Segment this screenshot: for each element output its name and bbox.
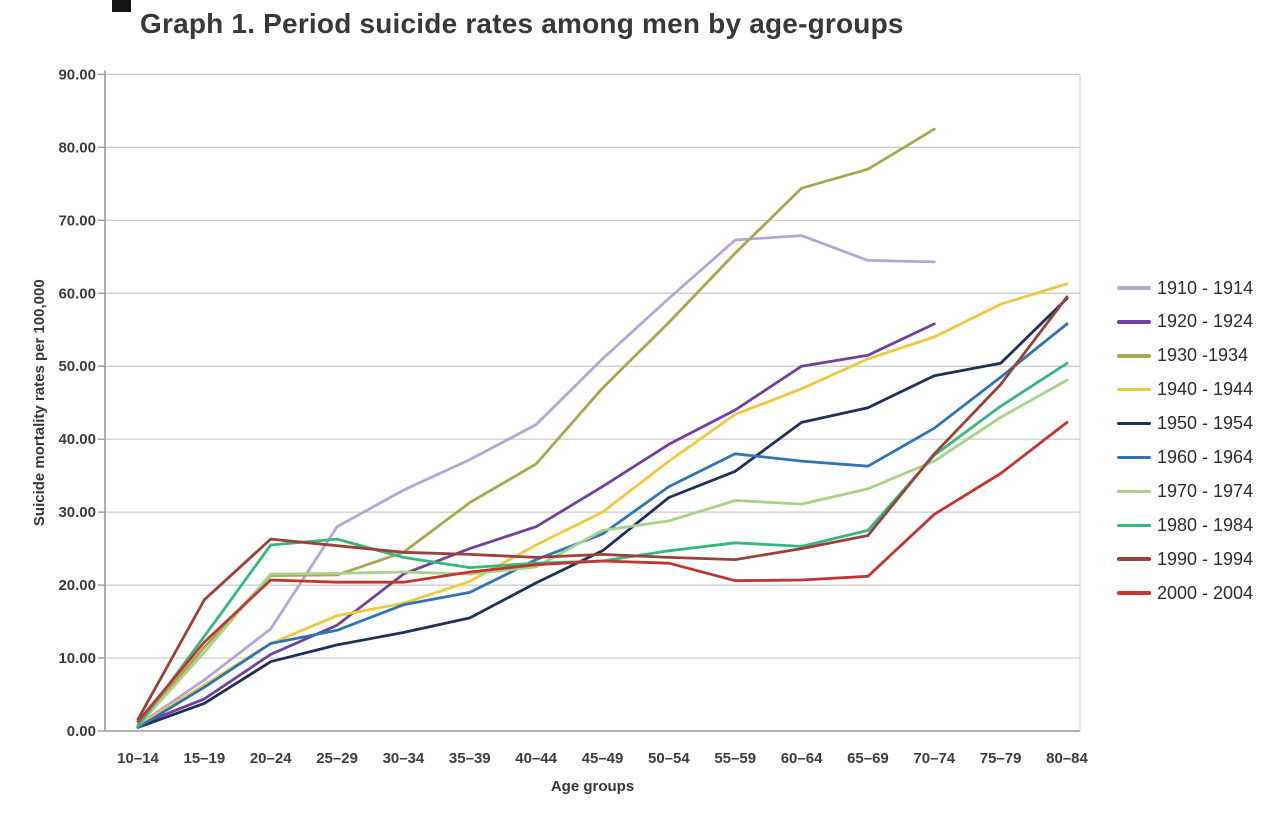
legend-item: 1930 -1934 xyxy=(1117,345,1248,367)
series-line-1960-1964 xyxy=(136,322,1069,729)
x-tick-label: 35–39 xyxy=(449,750,491,767)
title-marker xyxy=(112,0,131,12)
legend-label: 1940 - 1944 xyxy=(1157,379,1254,400)
x-tick-label: 75–79 xyxy=(980,750,1022,767)
legend-item: 1940 - 1944 xyxy=(1117,379,1253,401)
x-tick-label: 45–49 xyxy=(582,750,624,767)
legend-swatch xyxy=(1117,421,1151,426)
legend-label: 2000 - 2004 xyxy=(1157,582,1254,603)
x-tick-label: 20–24 xyxy=(250,750,292,767)
y-tick-label: 70.00 xyxy=(58,212,96,229)
legend-item: 1980 - 1984 xyxy=(1117,514,1253,536)
y-tick-label: 50.00 xyxy=(58,358,96,375)
series-line-1920-1924 xyxy=(136,322,936,727)
x-tick-label: 60–64 xyxy=(781,750,823,767)
legend-swatch xyxy=(1117,320,1151,324)
x-tick-label: 55–59 xyxy=(714,750,756,767)
legend-item: 2000 - 2004 xyxy=(1117,582,1253,604)
series-line-1910-1914 xyxy=(136,234,936,727)
legend-label: 1950 - 1954 xyxy=(1157,413,1254,434)
x-tick-label: 25–29 xyxy=(316,750,358,767)
x-tick-label: 40–44 xyxy=(515,750,557,767)
series-line-1930-1934 xyxy=(136,127,936,727)
x-tick-label: 50–54 xyxy=(648,750,690,767)
legend-item: 1920 - 1924 xyxy=(1117,311,1253,333)
series-line-1980-1984 xyxy=(136,361,1069,728)
y-tick-label: 60.00 xyxy=(58,285,96,302)
legend-label: 1910 - 1914 xyxy=(1157,277,1254,298)
legend-swatch xyxy=(1117,354,1151,358)
legend-label: 1920 - 1924 xyxy=(1157,311,1254,332)
legend-swatch xyxy=(1117,286,1151,290)
legend-label: 1970 - 1974 xyxy=(1157,480,1254,501)
legend-swatch xyxy=(1117,523,1151,528)
legend-swatch xyxy=(1117,591,1151,595)
y-tick-label: 80.00 xyxy=(58,139,96,156)
legend-item: 1960 - 1964 xyxy=(1117,447,1253,469)
legend-swatch xyxy=(1117,455,1151,460)
legend-label: 1990 - 1994 xyxy=(1157,548,1254,569)
x-tick-label: 10–14 xyxy=(117,750,159,767)
y-tick-label: 20.00 xyxy=(58,577,96,594)
legend-swatch xyxy=(1117,387,1151,392)
legend-item: 1990 - 1994 xyxy=(1117,548,1253,570)
x-tick-label: 15–19 xyxy=(183,750,225,767)
legend-item: 1950 - 1954 xyxy=(1117,413,1253,435)
x-tick-label: 30–34 xyxy=(383,750,425,767)
legend-label: 1980 - 1984 xyxy=(1157,514,1254,535)
chart-legend: 1910 - 1914 1920 - 1924 1930 -1934 1940 - 1… xyxy=(1117,0,1280,822)
x-tick-label: 80–84 xyxy=(1046,750,1088,767)
x-tick-label: 70–74 xyxy=(913,750,955,767)
x-tick-label: 65–69 xyxy=(847,750,889,767)
y-axis: 0.00 10.00 20.00 30.00 40.00 50.00 60.00 70.00 8… xyxy=(58,66,1081,740)
y-tick-label: 30.00 xyxy=(58,504,96,521)
legend-item: 1970 - 1974 xyxy=(1117,480,1253,502)
y-tick-label: 90.00 xyxy=(58,66,96,83)
series-line-1970-1974 xyxy=(136,378,1069,728)
y-tick-label: 0.00 xyxy=(67,723,96,740)
legend-label: 1930 -1934 xyxy=(1157,345,1249,366)
legend-label: 1960 - 1964 xyxy=(1157,447,1254,467)
y-tick-label: 10.00 xyxy=(58,650,96,667)
legend-swatch xyxy=(1117,557,1151,561)
series-line-2000-2004 xyxy=(136,420,1069,723)
series-line-1940-1944 xyxy=(136,282,1069,728)
y-axis-title: Suicide mortality rates per 100,000 xyxy=(31,279,48,526)
x-axis-title: Age groups xyxy=(551,778,634,795)
gridlines xyxy=(105,73,1080,659)
chart-title: Graph 1. Period suicide rates among men … xyxy=(140,8,904,39)
series-lines xyxy=(136,127,1069,729)
legend-swatch xyxy=(1117,489,1151,494)
series-line-1950-1954 xyxy=(136,296,1069,729)
series-line-1990-1994 xyxy=(136,295,1069,721)
x-axis-labels: 10–14 15–19 20–24 25–29 30–34 35–39 40–44 45–49… xyxy=(117,750,1088,767)
legend-item: 1910 - 1914 xyxy=(1117,277,1253,299)
y-tick-label: 40.00 xyxy=(58,431,96,448)
